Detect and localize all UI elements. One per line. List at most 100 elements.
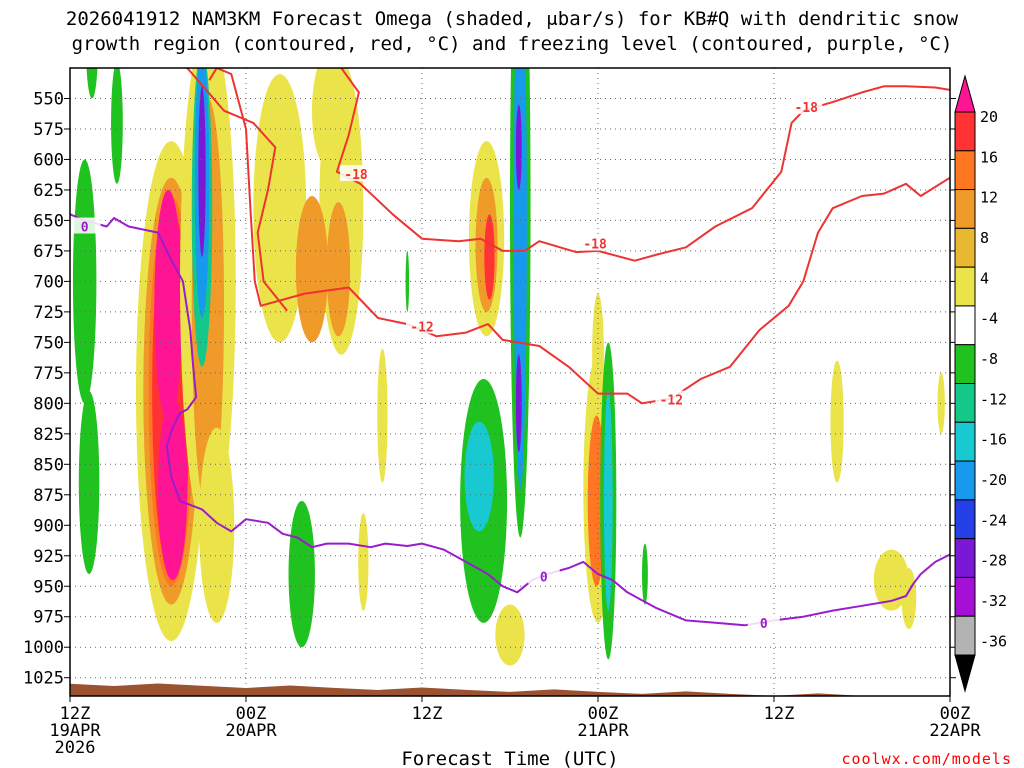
descent-mid-20apr-core-upper xyxy=(515,104,522,190)
x-tick-label-36-1: 21APR xyxy=(577,721,629,741)
y-tick-label-725: 725 xyxy=(33,303,64,323)
contour-label-minus18-b-bg xyxy=(579,234,612,251)
colorbar-swatch-15 xyxy=(954,654,976,693)
colorbar-label-7: -12 xyxy=(980,390,1007,408)
y-tick-label-750: 750 xyxy=(33,333,64,353)
y-tick-label-775: 775 xyxy=(33,364,64,384)
x-tick-label-48-0: 12Z xyxy=(764,704,795,724)
x-tick-label-24-0: 12Z xyxy=(412,704,443,724)
colorbar-label-4: 4 xyxy=(980,269,989,287)
colorbar-swatch-4 xyxy=(954,227,976,268)
weak-descent-sfc xyxy=(288,500,315,648)
weak-ascent-late-b xyxy=(901,567,917,629)
colorbar-label-0: 20 xyxy=(980,108,998,126)
colorbar-swatch-1 xyxy=(954,111,976,152)
colorbar-label-2: 12 xyxy=(980,189,998,207)
y-tick-label-550: 550 xyxy=(33,89,64,109)
y-tick-label-625: 625 xyxy=(33,181,64,201)
colorbar-swatch-8 xyxy=(954,383,976,423)
contour-minus12-a xyxy=(216,68,950,405)
descent-mid-20apr-core-lower xyxy=(515,354,522,453)
weak-descent-early-upper xyxy=(72,159,97,404)
y-tick-label-675: 675 xyxy=(33,242,64,262)
colorbar-swatch-12 xyxy=(954,538,976,578)
ascent-isolated-2 xyxy=(358,513,369,611)
contour-label-minus12-a-bg xyxy=(406,317,438,334)
x-tick-label-60-0: 00Z xyxy=(940,704,971,724)
contour-label-minus18-a-bg xyxy=(340,165,372,182)
ascent-isolated-4 xyxy=(495,604,525,666)
ascent-isolated-6 xyxy=(937,372,945,434)
ascent-mid-level-west xyxy=(253,74,307,343)
x-tick-label-12-1: 20APR xyxy=(225,721,277,741)
y-tick-label-825: 825 xyxy=(33,425,64,445)
ascent-isolated-1 xyxy=(377,348,388,483)
contour-label-minus12-b: -12 xyxy=(660,394,683,409)
contour-label-minus18-a: -18 xyxy=(344,168,368,183)
contour-label-minus18-c: -18 xyxy=(795,101,819,116)
x-tick-label-0-0: 12Z xyxy=(60,704,91,724)
y-tick-label-600: 600 xyxy=(33,150,64,170)
contour-minus18-a xyxy=(181,68,288,312)
y-tick-label-800: 800 xyxy=(33,394,64,414)
colorbar-label-8: -16 xyxy=(980,431,1007,449)
weak-ascent-late-a xyxy=(873,549,909,611)
colorbar-label-11: -28 xyxy=(980,552,1007,570)
y-tick-label-700: 700 xyxy=(33,272,64,292)
plot-frame xyxy=(69,67,951,697)
colorbar-label-9: -20 xyxy=(980,471,1007,489)
colorbar-swatch-11 xyxy=(954,499,976,540)
ascent-column-upper-low xyxy=(199,427,235,623)
colorbar-swatch-6 xyxy=(954,305,976,346)
colorbar-swatch-3 xyxy=(954,189,976,229)
x-tick-label-0-1: 19APR xyxy=(49,721,101,741)
y-tick-label-900: 900 xyxy=(33,516,64,536)
chart-title-line-1: 2026041912 NAM3KM Forecast Omega (shaded… xyxy=(66,8,959,30)
y-tick-label-875: 875 xyxy=(33,486,64,506)
colorbar-label-13: -36 xyxy=(980,632,1007,650)
colorbar-swatch-14 xyxy=(954,615,976,656)
ground-terrain xyxy=(70,683,950,696)
descent-low-20apr-ring xyxy=(464,421,494,532)
colorbar-label-1: 16 xyxy=(980,148,998,166)
contour-minus18-b xyxy=(208,68,218,81)
contour-label-minus18-c-bg xyxy=(790,98,823,115)
contour-label-freezing-b: 0 xyxy=(540,570,548,585)
descent-isolated-1 xyxy=(405,250,410,312)
y-tick-label-1025: 1025 xyxy=(23,669,64,689)
colorbar-label-6: -8 xyxy=(980,350,998,368)
weak-descent-upper xyxy=(111,68,123,184)
colorbar-label-5: -4 xyxy=(980,310,998,328)
x-tick-label-36-0: 00Z xyxy=(588,704,619,724)
ascent-mid-level-mid xyxy=(295,196,329,343)
contour-minus18-c xyxy=(335,68,950,262)
x-tick-label-60-1: 22APR xyxy=(929,721,981,741)
ascent-afternoon-19apr-core xyxy=(484,214,495,300)
contour-label-freezing-b-bg xyxy=(527,567,560,584)
colorbar-swatch-10 xyxy=(954,460,976,501)
y-tick-label-650: 650 xyxy=(33,211,64,231)
y-tick-label-950: 950 xyxy=(33,577,64,597)
strong-ascent-core-core xyxy=(154,189,183,422)
contour-label-minus18-b: -18 xyxy=(583,238,607,253)
chart-title-line-2: growth region (contoured, red, °C) and f… xyxy=(72,33,953,55)
y-tick-label-975: 975 xyxy=(33,608,64,628)
x-tick-label-12-0: 00Z xyxy=(236,704,267,724)
colorbar-swatch-9 xyxy=(954,421,976,462)
weak-descent-top xyxy=(86,68,98,99)
colorbar-label-12: -32 xyxy=(980,592,1007,610)
colorbar-swatch-2 xyxy=(954,150,976,191)
contour-label-freezing-c: 0 xyxy=(760,617,768,632)
x-axis-label: Forecast Time (UTC) xyxy=(401,748,618,768)
x-tick-label-0-2: 2026 xyxy=(55,738,96,758)
descent-column-upper-core xyxy=(198,86,206,258)
colorbar-label-10: -24 xyxy=(980,511,1007,529)
colorbar-swatch-5 xyxy=(954,266,976,307)
weak-descent-early-lower xyxy=(78,391,100,575)
colorbar-label-3: 8 xyxy=(980,229,989,247)
contour-label-minus12-b-bg xyxy=(655,390,688,407)
colorbar-swatch-13 xyxy=(954,576,976,617)
strong-ascent-core-core-low xyxy=(158,397,188,581)
colorbar-swatch-0 xyxy=(954,74,976,113)
contour-label-freezing-a-bg xyxy=(70,217,101,234)
